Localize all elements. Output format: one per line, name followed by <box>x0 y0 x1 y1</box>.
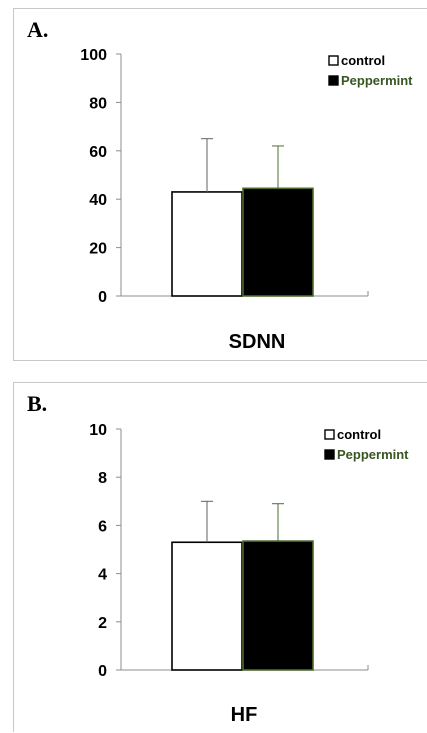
y-tick-label: 2 <box>98 615 107 632</box>
hf-chart: 0 2 4 6 8 10 HF control Peppermint <box>89 422 409 726</box>
bar-peppermint <box>242 187 314 297</box>
y-tick-label: 0 <box>98 663 107 680</box>
legend-swatch-peppermint <box>328 75 339 86</box>
legend-label-peppermint: Peppermint <box>337 447 409 462</box>
y-tick-label: 60 <box>89 144 107 161</box>
y-tick-label: 40 <box>89 192 107 209</box>
y-tick-label: 10 <box>89 422 107 439</box>
legend-swatch-control <box>328 55 339 66</box>
bar-control <box>171 541 243 671</box>
x-category-label: HF <box>231 704 258 726</box>
panel-label: A. <box>27 17 49 42</box>
y-tick-label: 8 <box>98 470 107 487</box>
legend-label-control: control <box>337 427 381 442</box>
legend-swatch-control <box>324 429 335 440</box>
legend-label-control: control <box>341 53 385 68</box>
legend-label-peppermint: Peppermint <box>341 73 413 88</box>
x-category-label: SDNN <box>229 331 286 353</box>
chart-panel-b: B. 0 2 4 6 8 10 HF control Peppermint <box>13 382 427 732</box>
y-tick-label: 6 <box>98 518 107 535</box>
legend-swatch-peppermint <box>324 449 335 460</box>
y-tick-label: 0 <box>98 289 107 306</box>
y-tick-label: 4 <box>98 567 107 584</box>
chart-panel-a: A. 0 20 40 60 80 100 SDNN control Peppermint <box>13 8 427 361</box>
y-tick-label: 100 <box>80 47 107 64</box>
sdnn-chart: 0 20 40 60 80 100 SDNN control Peppermint <box>80 47 413 353</box>
panel-label: B. <box>27 391 48 416</box>
bar-peppermint <box>242 540 314 671</box>
y-tick-label: 80 <box>89 95 107 112</box>
y-tick-label: 20 <box>89 241 107 258</box>
bar-control <box>171 191 243 297</box>
